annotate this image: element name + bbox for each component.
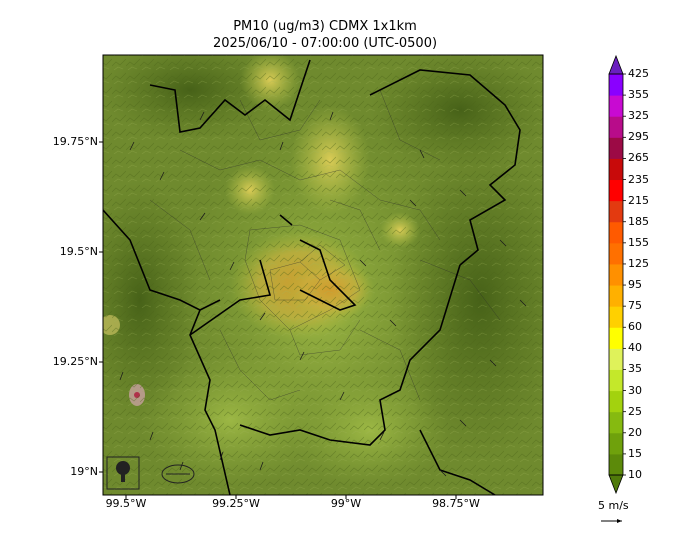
colorbar-segment bbox=[609, 221, 623, 244]
colorbar-level-label: 215 bbox=[628, 193, 649, 207]
plot-title-line2: 2025/06/10 - 07:00:00 (UTC-0500) bbox=[212, 36, 438, 51]
wind-key-label: 5 m/s bbox=[598, 499, 629, 512]
colorbar-segment bbox=[609, 285, 623, 307]
lat-tick-label: 19.5°N bbox=[59, 245, 98, 258]
sedema-logo bbox=[106, 456, 140, 490]
colorbar-segment bbox=[609, 158, 623, 181]
colorbar-level-label: 295 bbox=[628, 130, 649, 144]
colorbar-segment bbox=[609, 453, 623, 476]
colorbar-segment bbox=[609, 116, 623, 138]
colorbar-level-label: 25 bbox=[628, 404, 642, 418]
lon-tick-label: 99°W bbox=[330, 497, 362, 510]
colorbar-level-label: 125 bbox=[628, 256, 649, 270]
colorbar-level-label: 95 bbox=[628, 278, 642, 292]
state-boundaries bbox=[103, 59, 521, 495]
colorbar-segment bbox=[609, 242, 623, 265]
colorbar-level-label: 40 bbox=[628, 341, 642, 355]
colorbar-level-label: 15 bbox=[628, 446, 642, 460]
axis-ticks bbox=[99, 141, 457, 499]
colorbar-segment bbox=[609, 200, 623, 223]
colorbar-level-label: 235 bbox=[628, 172, 649, 186]
map-frame bbox=[102, 54, 544, 496]
colorbar bbox=[608, 54, 626, 495]
lat-tick-label: 19°N bbox=[70, 465, 98, 478]
colorbar-segment bbox=[609, 263, 623, 286]
colorbar-level-label: 355 bbox=[628, 88, 649, 102]
colorbar-segment bbox=[609, 432, 623, 455]
colorbar-level-label: 35 bbox=[628, 362, 642, 376]
colorbar-level-label: 425 bbox=[628, 67, 649, 80]
municipal-boundaries bbox=[149, 89, 501, 401]
colorbar-segment bbox=[609, 348, 623, 370]
colorbar-level-label: 10 bbox=[628, 468, 642, 481]
colorbar-level-label: 20 bbox=[628, 425, 642, 439]
colorbar-segment bbox=[609, 137, 623, 159]
pm10-field bbox=[103, 55, 543, 495]
colorbar-outline bbox=[608, 73, 624, 476]
colorbar-level-label: 265 bbox=[628, 151, 649, 165]
colorbar-segment bbox=[609, 369, 623, 392]
colorbar-segment bbox=[609, 327, 623, 349]
colorbar-level-label: 75 bbox=[628, 299, 642, 313]
colorbar-segment bbox=[609, 74, 623, 96]
colorbar-level-label: 155 bbox=[628, 235, 649, 249]
colorbar-over-arrow bbox=[608, 54, 624, 75]
colorbar-under-arrow bbox=[608, 474, 624, 495]
colorbar-level-label: 325 bbox=[628, 109, 649, 123]
colorbar-level-label: 185 bbox=[628, 214, 649, 228]
colorbar-segment bbox=[609, 95, 623, 117]
colorbar-level-label: 30 bbox=[628, 383, 642, 397]
lon-tick-label: 98.75°W bbox=[432, 497, 480, 510]
lon-tick-label: 99.5°W bbox=[105, 497, 147, 510]
lon-tick-label: 99.25°W bbox=[212, 497, 260, 510]
agency-logo bbox=[161, 464, 195, 484]
lat-tick-label: 19.75°N bbox=[52, 135, 98, 148]
colorbar-level-label: 60 bbox=[628, 320, 642, 334]
colorbar-segment bbox=[609, 306, 623, 328]
colorbar-segment bbox=[609, 411, 623, 434]
wind-key-arrow bbox=[601, 519, 622, 523]
colorbar-segment bbox=[609, 390, 623, 413]
lat-tick-label: 19.25°N bbox=[52, 355, 98, 368]
plot-title-line1: PM10 (ug/m3) CDMX 1x1km bbox=[233, 19, 417, 34]
colorbar-segment bbox=[609, 179, 623, 202]
wind-vectors bbox=[119, 111, 527, 477]
